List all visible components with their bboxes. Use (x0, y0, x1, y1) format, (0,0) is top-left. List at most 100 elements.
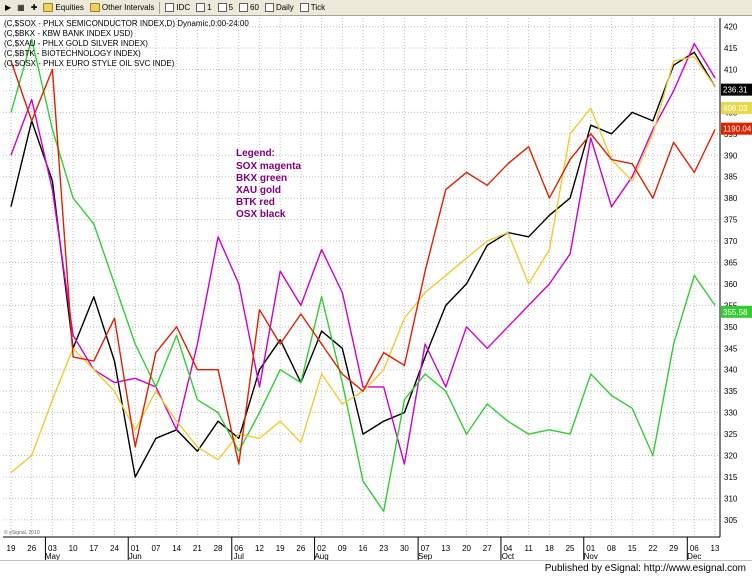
annotation-line: OSX black (236, 209, 286, 220)
x-tick-label: 07 (151, 544, 160, 553)
watermark: © eSignal, 2010 (4, 529, 40, 536)
series-line (10, 60, 716, 465)
x-tick-label: 20 (462, 544, 471, 553)
interval-tick-label: Tick (310, 3, 326, 12)
annotation-line: XAU gold (236, 185, 281, 196)
x-tick-label: 01 (131, 544, 140, 553)
interval-1-label: 1 (207, 3, 212, 12)
chart-background (0, 16, 752, 560)
toolbar-separator (159, 1, 161, 14)
annotation-line: BKX green (236, 173, 287, 184)
other-intervals-label: Other Intervals (101, 3, 155, 12)
x-tick-label: 06 (690, 544, 699, 553)
other-intervals-menu[interactable]: Other Intervals (87, 1, 157, 15)
annotation-line: SOX magenta (236, 161, 301, 172)
symbol-label: (C,$XAU - PHLX GOLD SILVER INDEX) (4, 39, 148, 48)
x-tick-label: 28 (214, 544, 223, 553)
grid-icon[interactable]: ▦ (17, 3, 25, 12)
interval-60-label: 60 (250, 3, 259, 12)
y-tick-label: 370 (724, 237, 738, 246)
month-label: Jul (234, 552, 244, 560)
month-label: Aug (314, 552, 328, 560)
checkbox-icon (165, 3, 175, 12)
x-tick-label: 22 (648, 544, 657, 553)
x-tick-label: 10 (69, 544, 78, 553)
interval-idc[interactable]: IDC (162, 1, 193, 15)
x-tick-label: 25 (566, 544, 575, 553)
folder-icon (89, 3, 100, 12)
checkbox-icon (217, 3, 227, 12)
x-tick-label: 14 (172, 544, 181, 553)
checkbox-icon (196, 3, 206, 12)
y-tick-label: 415 (724, 44, 738, 53)
equities-menu[interactable]: Equities (40, 1, 86, 15)
interval-5-label: 5 (228, 3, 234, 12)
add-icon[interactable]: ✚ (30, 3, 38, 12)
y-tick-label: 375 (724, 216, 738, 225)
month-label: May (45, 552, 60, 560)
annotation-title: Legend: (236, 148, 275, 159)
x-tick-label: 26 (27, 544, 36, 553)
last-value-text: 1190.04 (723, 125, 752, 134)
folder-icon (43, 3, 54, 12)
y-tick-label: 385 (724, 173, 738, 182)
last-value-text: 236.31 (723, 86, 748, 95)
y-tick-label: 380 (724, 194, 738, 203)
y-tick-label: 365 (724, 258, 738, 267)
footer: Published by eSignal: http://www.esignal… (0, 560, 752, 576)
y-tick-label: 345 (724, 344, 738, 353)
y-tick-label: 410 (724, 65, 738, 74)
symbol-label: (C,$OSX - PHLX EURO STYLE OIL SVC INDE) (4, 59, 175, 68)
month-label: Sep (418, 552, 433, 560)
series-line (10, 38, 716, 512)
month-label: Oct (502, 552, 515, 560)
x-tick-label: 29 (669, 544, 678, 553)
x-tick-label: 08 (607, 544, 616, 553)
pointer-icon[interactable]: ▶ (5, 3, 12, 12)
last-value-badge (721, 122, 752, 135)
x-tick-label: 07 (421, 544, 430, 553)
x-tick-label: 09 (338, 544, 347, 553)
y-tick-label: 315 (724, 473, 738, 482)
y-tick-label: 305 (724, 516, 738, 525)
x-tick-label: 27 (483, 544, 492, 553)
y-tick-label: 340 (724, 366, 738, 375)
chart-area[interactable]: 3053103153203253303353403453503553603653… (0, 16, 752, 561)
x-tick-label: 06 (234, 544, 243, 553)
interval-daily[interactable]: Daily (262, 1, 297, 15)
x-tick-label: 04 (503, 544, 512, 553)
checkbox-icon (239, 3, 249, 12)
last-value-text: 355.58 (723, 308, 748, 317)
interval-5[interactable]: 5 (215, 1, 236, 15)
y-tick-label: 325 (724, 430, 738, 439)
y-tick-label: 335 (724, 387, 738, 396)
last-value-text: 406.03 (723, 104, 748, 113)
interval-1[interactable]: 1 (193, 1, 214, 15)
last-value-badge (721, 83, 752, 96)
x-tick-label: 16 (359, 544, 368, 553)
x-tick-label: 23 (379, 544, 388, 553)
symbol-label: (C,$BTK - BIOTECHNOLOGY INDEX) (4, 49, 141, 58)
month-label: Jun (129, 552, 142, 560)
x-tick-label: 21 (193, 544, 202, 553)
interval-idc-label: IDC (176, 3, 191, 12)
x-tick-label: 13 (711, 544, 720, 553)
y-tick-label: 350 (724, 323, 738, 332)
month-label: Dec (687, 552, 701, 560)
interval-tick[interactable]: Tick (297, 1, 328, 15)
last-value-badge (721, 102, 752, 115)
y-tick-label: 390 (724, 151, 738, 160)
price-chart[interactable]: 3053103153203253303353403453503553603653… (0, 16, 752, 561)
publisher-credit: Published by eSignal: http://www.esignal… (544, 563, 746, 574)
last-value-badge (721, 305, 752, 318)
checkbox-icon (264, 3, 274, 12)
y-tick-label: 310 (724, 494, 738, 503)
x-tick-label: 17 (89, 544, 98, 553)
y-tick-label: 330 (724, 409, 738, 418)
interval-daily-label: Daily (275, 3, 294, 12)
checkbox-icon (299, 3, 309, 12)
annotation-line: BTK red (236, 197, 275, 208)
interval-60[interactable]: 60 (236, 1, 262, 15)
y-tick-label: 360 (724, 280, 738, 289)
toolbar: ▶ ▦ ✚ Equities Other Intervals IDC 1 5 6… (0, 0, 752, 16)
